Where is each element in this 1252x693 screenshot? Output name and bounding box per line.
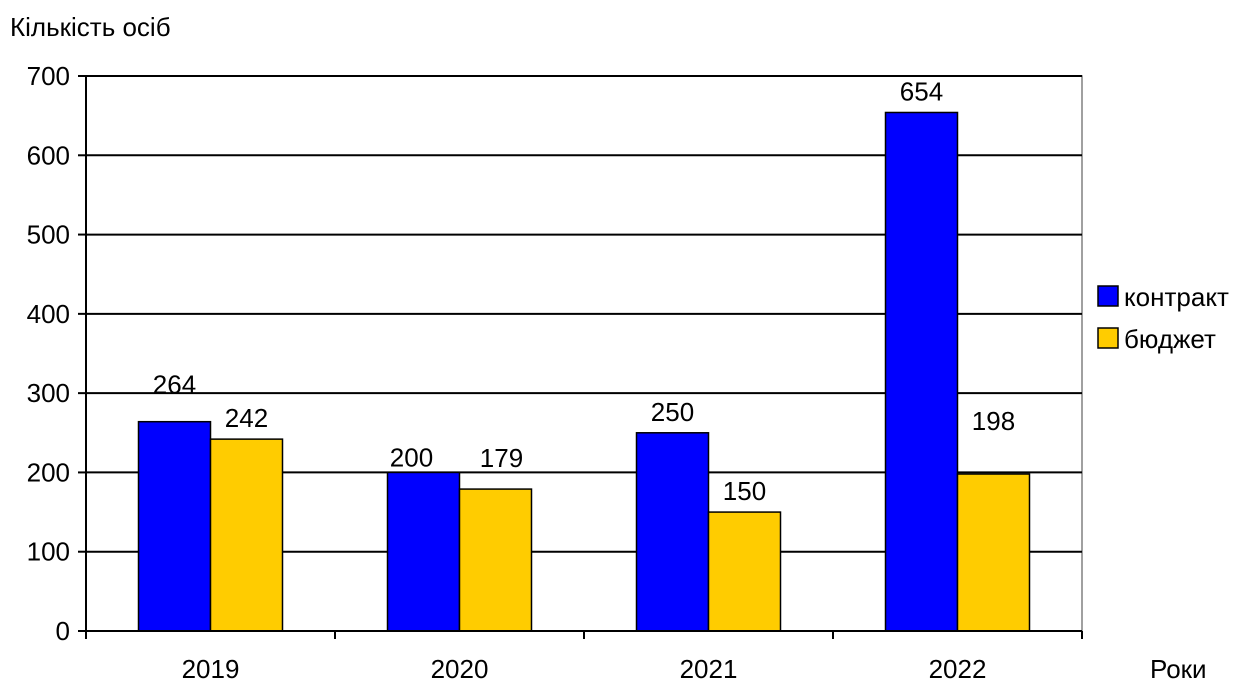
x-tick-label: 2021	[680, 654, 738, 684]
x-tick-label: 2020	[431, 654, 489, 684]
data-label: 200	[390, 442, 433, 472]
y-tick-label: 700	[27, 61, 70, 91]
bar-contract-2022	[884, 111, 959, 632]
bars	[137, 111, 1031, 632]
bar-budget-2019	[209, 438, 284, 632]
x-axis-title: Роки	[1150, 654, 1207, 684]
y-tick-label: 600	[27, 140, 70, 170]
data-label: 250	[651, 397, 694, 427]
y-tick-label: 500	[27, 220, 70, 250]
data-label: 179	[480, 443, 523, 473]
bar-budget-2022	[956, 473, 1031, 632]
bar-contract-2021	[635, 432, 710, 632]
bar-budget-2021	[707, 511, 782, 632]
legend-swatch	[1097, 327, 1119, 349]
labels: 264 242 200 179 250 150 654 198	[153, 76, 1015, 506]
bar-budget-2020	[458, 488, 533, 632]
y-tick-label: 200	[27, 457, 70, 487]
legend: контракт бюджет	[1097, 282, 1229, 354]
bar-contract-2019	[137, 420, 212, 632]
x-tick-label: 2022	[929, 654, 987, 684]
x-tick-label: 2019	[182, 654, 240, 684]
y-tick-label: 0	[56, 616, 70, 646]
y-tick-label: 400	[27, 299, 70, 329]
data-label: 150	[723, 476, 766, 506]
bar-contract-2020	[386, 471, 461, 632]
data-label: 264	[153, 370, 196, 400]
legend-label: контракт	[1124, 282, 1229, 312]
axes: 0 100 200 300 400 500 600 700 2019 2020 2021 2022	[27, 61, 1083, 684]
y-axis-title: Кількість осіб	[10, 12, 171, 42]
y-tick-label: 300	[27, 378, 70, 408]
legend-label: бюджет	[1124, 324, 1216, 354]
legend-swatch	[1097, 285, 1119, 307]
y-tick-label: 100	[27, 537, 70, 567]
data-label: 198	[972, 406, 1015, 436]
data-label: 242	[225, 403, 268, 433]
data-label: 654	[900, 76, 943, 106]
